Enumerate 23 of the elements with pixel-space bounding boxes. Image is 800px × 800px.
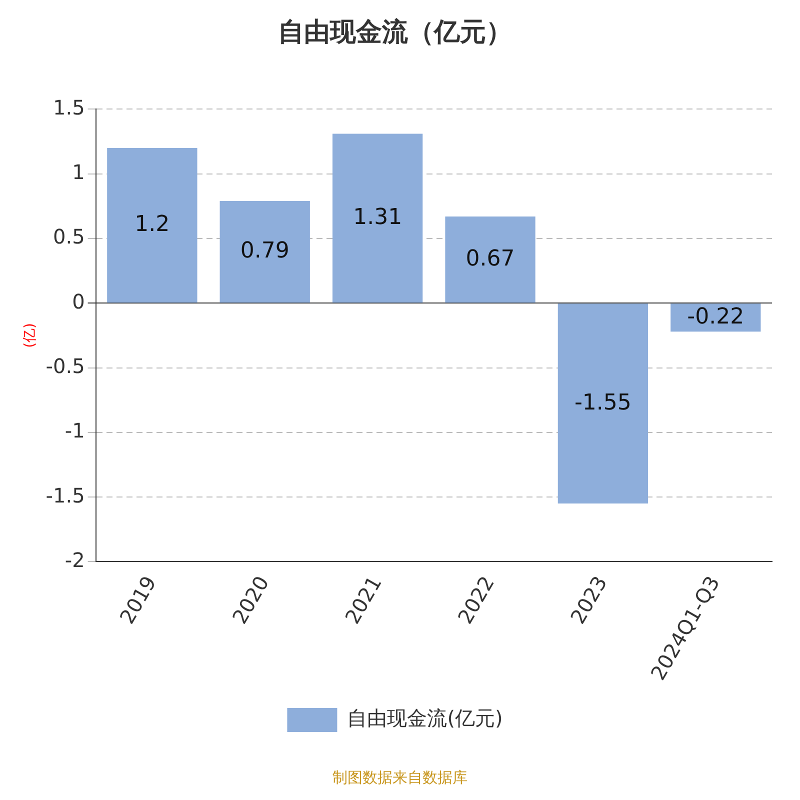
chart-title: 自由现金流（亿元） (278, 17, 512, 48)
y-tick-label: -1 (64, 418, 85, 443)
bar (107, 148, 198, 303)
y-tick-label: -1.5 (46, 483, 85, 508)
bar (558, 304, 648, 504)
y-tick-label: -0.5 (46, 354, 85, 378)
text: 制图数据来自数据库 (332, 768, 468, 786)
y-tick-label: 1.5 (53, 95, 85, 120)
y-tick-label: -2 (64, 548, 85, 572)
bar (445, 216, 536, 303)
data-label: 1.31 (353, 204, 402, 230)
data-label: -1.55 (574, 390, 632, 416)
bar (220, 201, 310, 303)
data-label: -0.22 (687, 304, 744, 330)
bar (332, 134, 423, 303)
y-tick-label: 0.5 (53, 224, 85, 249)
legend-label: 自由现金流(亿元) (347, 706, 503, 730)
y-tick-label: 0 (72, 289, 85, 314)
y-tick-label: 1 (72, 160, 85, 184)
data-label: 0.67 (466, 246, 515, 272)
data-label: 0.79 (240, 238, 290, 264)
data-label: 1.2 (134, 212, 170, 238)
y-axis-title: (亿) (22, 322, 38, 348)
